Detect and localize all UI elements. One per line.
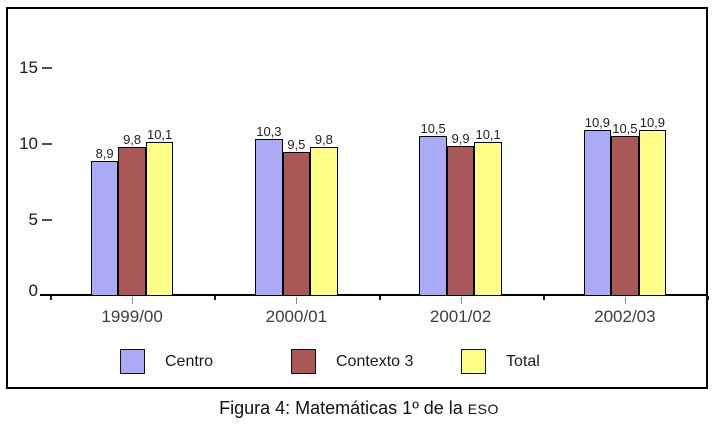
legend-label-contexto: Contexto 3 (336, 353, 414, 370)
y-tick-label: 15 (19, 58, 38, 77)
bar: 10,1 (474, 127, 502, 296)
caption-acronym: ESO (467, 401, 499, 417)
bar: 10,9 (638, 115, 667, 296)
bar-group: 10,5 9,9 10,1 (379, 9, 543, 296)
bar: 9,8 (118, 132, 146, 296)
x-category-tick (460, 297, 462, 304)
figure-caption: Figura 4: Matemáticas 1º de la ESO (0, 398, 718, 419)
x-category-tick (624, 297, 626, 304)
legend-label-total: Total (506, 353, 540, 370)
bar-value-label: 10,5 (612, 121, 638, 137)
bar-value-label: 10,9 (639, 115, 666, 131)
bar-value-label: 10,1 (475, 127, 501, 143)
chart-frame: 0 5 10 15 8,9 9,8 10,1 1999/00 10,3 9,5 9,8 2000/01… (6, 7, 709, 389)
bar: 10,5 (611, 121, 639, 296)
legend-label-centro: Centro (165, 353, 214, 370)
y-tick-dash (42, 143, 52, 145)
x-category-tick (132, 297, 134, 304)
bar-group: 10,9 10,5 10,9 (543, 9, 707, 296)
legend-item-contexto: Contexto 3 (291, 349, 413, 374)
bar: 10,5 (419, 121, 447, 296)
x-category-label: 2001/02 (429, 307, 492, 326)
bar: 9,9 (446, 131, 475, 296)
bar: 9,8 (310, 132, 338, 296)
bar-value-label: 8,9 (95, 145, 114, 161)
x-boundary-tick (50, 296, 52, 300)
x-category-label: 1999/00 (101, 307, 163, 326)
legend-item-total: Total (461, 349, 540, 374)
x-category-label: 2002/03 (594, 307, 656, 326)
x-axis-line (40, 294, 707, 296)
bar: 10,3 (255, 124, 283, 296)
bar: 8,9 (90, 146, 119, 296)
y-tick-dash (42, 67, 52, 69)
x-boundary-tick (378, 296, 381, 300)
legend-item-centro: Centro (120, 349, 213, 374)
bar-group: 10,3 9,5 9,8 (214, 9, 378, 296)
plot-area: 0 5 10 15 8,9 9,8 10,1 1999/00 10,3 9,5 9,8 2000/01… (8, 9, 709, 387)
bar-value-label: 10,1 (146, 127, 173, 143)
legend-swatch-centro (120, 349, 145, 374)
bar-value-label: 9,8 (123, 132, 142, 148)
x-boundary-tick (707, 296, 709, 300)
x-category-label: 2000/01 (265, 307, 328, 326)
x-boundary-tick (542, 296, 545, 300)
bar: 9,5 (282, 137, 311, 296)
bar-group: 8,9 9,8 10,1 (50, 9, 214, 296)
bar: 10,9 (583, 115, 612, 296)
bar-value-label: 9,9 (451, 130, 470, 146)
legend-swatch-total (461, 349, 486, 374)
legend-swatch-contexto (291, 349, 316, 374)
bar: 10,1 (145, 127, 174, 296)
x-category-tick (296, 297, 298, 304)
x-boundary-tick (214, 296, 217, 300)
bar-value-label: 9,8 (314, 132, 333, 148)
y-tick-label: 0 (28, 281, 38, 300)
y-tick-dash (42, 219, 52, 221)
y-tick-label: 10 (19, 134, 38, 153)
caption-text: Figura 4: Matemáticas 1º de la (219, 398, 468, 418)
bar-value-label: 10,3 (256, 124, 282, 140)
bar-value-label: 10,9 (584, 115, 611, 131)
bar-value-label: 10,5 (420, 121, 446, 137)
bar-value-label: 9,5 (287, 136, 306, 152)
y-tick-label: 5 (28, 210, 38, 229)
